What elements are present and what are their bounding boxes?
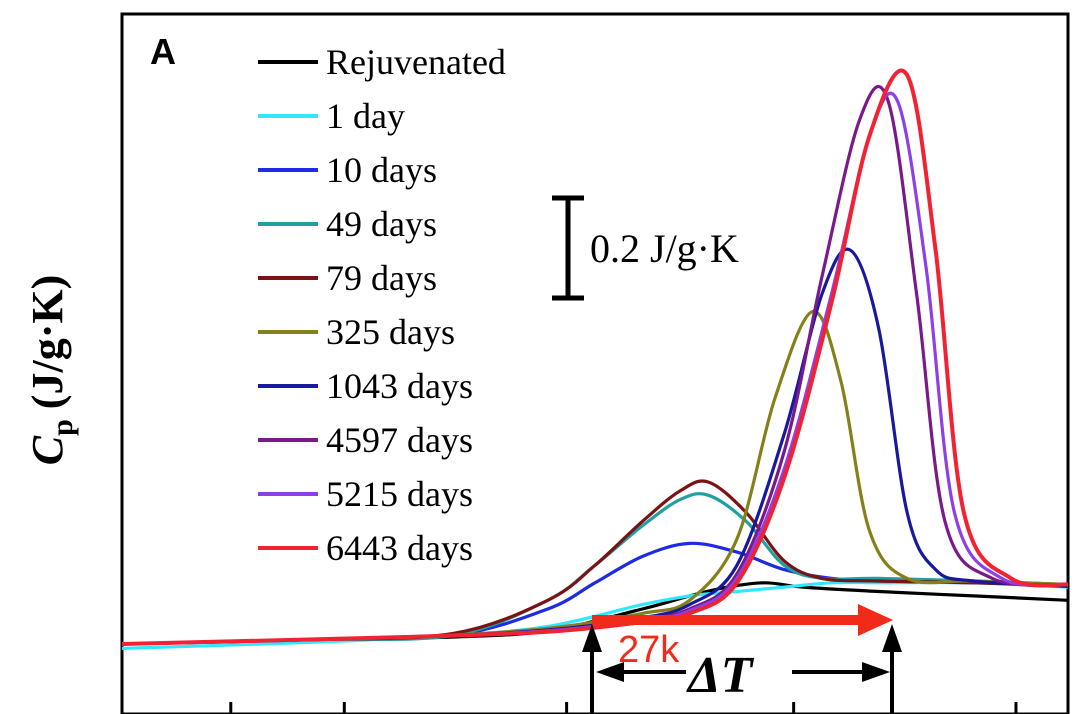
delta-t-label: ΔT <box>686 647 755 704</box>
series-layer <box>121 68 1069 650</box>
y-axis-symbol: C <box>23 435 72 465</box>
series-line-10 <box>121 68 1069 646</box>
legend-label-3: 10 days <box>326 150 437 190</box>
legend-label-1: Rejuvenated <box>326 42 506 82</box>
legend-label-10: 6443 days <box>326 528 473 568</box>
panel-label: A <box>150 31 176 72</box>
svg-text:Cp(J/g·K): Cp (J/g·K) <box>23 275 79 465</box>
series-line-7 <box>121 247 1069 646</box>
legend-label-5: 79 days <box>326 258 437 298</box>
legend-label-7: 1043 days <box>326 366 473 406</box>
scale-bar-label: 0.2 J/g·K <box>590 226 739 271</box>
shift-arrow-head <box>858 604 893 636</box>
scale-bar: 0.2 J/g·K <box>552 195 739 301</box>
x-tick-layer <box>229 702 1018 714</box>
y-axis-label: Cp (J/g·K) <box>23 275 79 465</box>
legend: Rejuvenated 1 day 10 days 49 days 79 days 325… <box>258 42 506 568</box>
legend-label-6: 325 days <box>326 312 455 352</box>
y-axis-units: (J/g·K) <box>23 275 72 409</box>
shift-value-label: 27k <box>618 629 680 671</box>
plot-frame <box>120 12 1070 714</box>
legend-label-9: 5215 days <box>326 474 473 514</box>
legend-label-8: 4597 days <box>326 420 473 460</box>
legend-label-2: 1 day <box>326 96 405 136</box>
delta-t-annotation: 27k ΔT <box>582 604 902 714</box>
y-axis-subscript: p <box>46 419 79 436</box>
legend-label-4: 49 days <box>326 204 437 244</box>
